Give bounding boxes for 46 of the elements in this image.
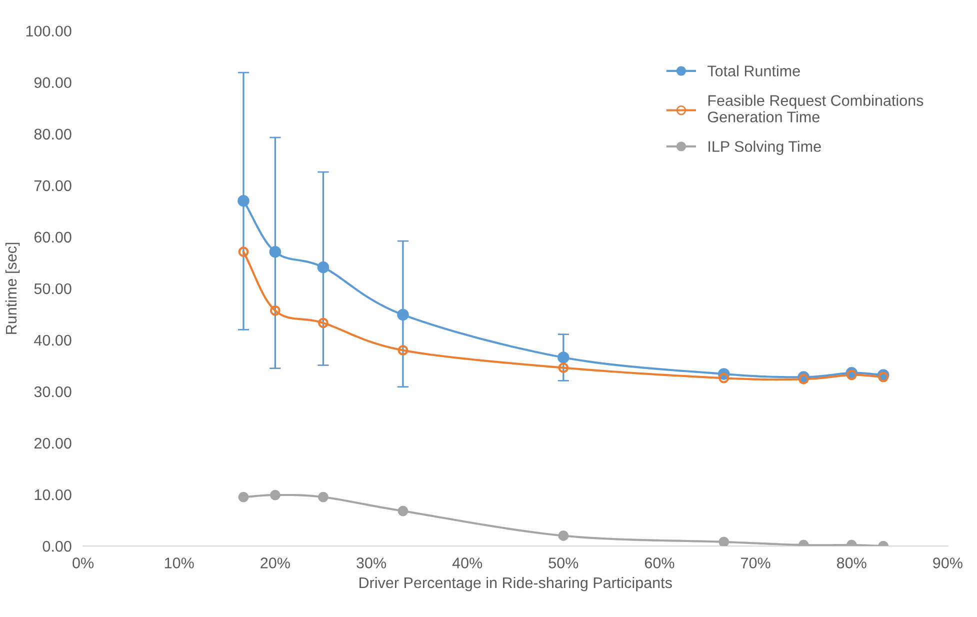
y-axis-title: Runtime [sec] bbox=[5, 242, 20, 334]
legend-label: ILP Solving Time bbox=[708, 140, 821, 155]
y-tick-label: 10.00 bbox=[34, 489, 72, 500]
y-tick-label: 70.00 bbox=[34, 180, 72, 192]
y-tick-label: 50.00 bbox=[34, 283, 72, 294]
x-axis-title: Driver Percentage in Ride-sharing Participants bbox=[360, 576, 672, 592]
point bbox=[398, 345, 408, 356]
x-tick-label: 70% bbox=[741, 558, 770, 568]
x-tick-label: 80% bbox=[836, 558, 866, 568]
point bbox=[397, 308, 409, 321]
y-tick-label: 80.00 bbox=[34, 128, 72, 140]
legend-label: Total Runtime bbox=[708, 65, 800, 76]
x-tick-label: 20% bbox=[260, 558, 290, 568]
point bbox=[557, 352, 570, 364]
legend-label: Feasible Request Combinations Generation Time bbox=[708, 94, 924, 122]
point bbox=[558, 530, 569, 541]
y-tick-label: 0.00 bbox=[42, 540, 72, 552]
x-tick-label: 90% bbox=[933, 558, 962, 568]
point bbox=[846, 370, 857, 380]
point bbox=[798, 374, 809, 384]
point bbox=[718, 536, 730, 546]
point bbox=[398, 506, 408, 516]
x-tick-label: 50% bbox=[548, 558, 578, 568]
x-tick-label: 10% bbox=[164, 558, 194, 568]
point bbox=[318, 318, 328, 328]
x-tick-label: 30% bbox=[356, 558, 386, 568]
x-tick-label: 40% bbox=[452, 558, 482, 568]
point bbox=[238, 246, 249, 258]
y-tick-label: 90.00 bbox=[34, 77, 72, 88]
point bbox=[318, 492, 328, 502]
point bbox=[878, 372, 889, 382]
point bbox=[718, 372, 730, 384]
y-tick-label: 20.00 bbox=[34, 438, 72, 449]
point bbox=[558, 362, 569, 373]
x-tick-label: 60% bbox=[644, 558, 674, 568]
point bbox=[317, 261, 330, 274]
point bbox=[270, 490, 280, 500]
point bbox=[238, 492, 249, 502]
y-tick-label: 100.00 bbox=[26, 26, 72, 37]
point bbox=[270, 305, 280, 316]
y-tick-label: 40.00 bbox=[34, 334, 72, 346]
point bbox=[238, 194, 250, 207]
y-tick-label: 30.00 bbox=[34, 386, 72, 398]
point bbox=[269, 246, 282, 258]
x-tick-label: 0% bbox=[72, 558, 94, 568]
y-tick-label: 60.00 bbox=[34, 232, 72, 243]
